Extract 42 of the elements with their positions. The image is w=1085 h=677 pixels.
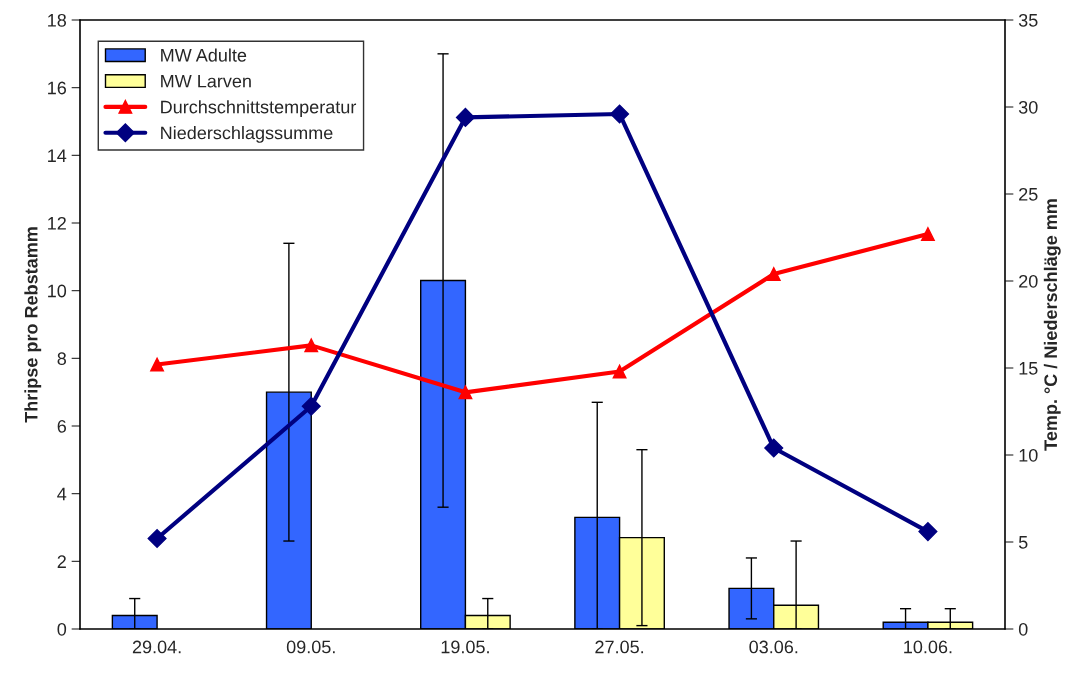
x-tick-label: 19.05. — [441, 640, 489, 654]
y-tick-label: 0 — [57, 622, 67, 636]
x-tick-label: 10.06. — [904, 640, 952, 654]
point — [610, 104, 630, 124]
legend-label: MW Larven — [161, 74, 251, 88]
y-tick-label: 18 — [48, 13, 67, 27]
y-tick-label: 12 — [48, 216, 66, 230]
point — [147, 528, 167, 549]
y-tick-label: 8 — [57, 352, 67, 366]
point — [920, 227, 935, 241]
y2-axis-title: Temp. °C / Niederschläge mm — [1043, 199, 1061, 451]
y2-tick-label: 35 — [1018, 13, 1038, 27]
x-tick-label: 29.04. — [132, 640, 181, 654]
point — [150, 357, 165, 372]
y2-tick-label: 20 — [1019, 274, 1038, 288]
point — [458, 385, 473, 400]
y-tick-label: 2 — [57, 555, 66, 568]
point — [764, 438, 784, 458]
x-tick-label: 03.06. — [749, 640, 798, 654]
point — [455, 107, 475, 127]
point — [612, 364, 627, 379]
y-axis-title: Thripse pro Rebstamm — [24, 227, 42, 423]
legend-label: Durchschnittstemperatur — [161, 100, 357, 117]
x-tick-label: 27.05. — [595, 640, 644, 654]
x-tick-label: 09.05. — [286, 640, 335, 654]
y2-tick-label: 25 — [1019, 187, 1038, 201]
y2-tick-label: 15 — [1019, 362, 1038, 375]
y2-tick-label: 30 — [1018, 100, 1038, 114]
y2-tick-label: 0 — [1018, 622, 1028, 636]
y-tick-label: 16 — [48, 81, 67, 95]
y-tick-label: 14 — [48, 149, 67, 162]
y-tick-label: 6 — [57, 419, 67, 433]
y2-tick-label: 10 — [1019, 448, 1038, 462]
point — [918, 522, 938, 542]
y2-tick-label: 5 — [1018, 536, 1028, 549]
y-tick-label: 10 — [48, 284, 67, 298]
point — [301, 396, 321, 416]
point — [304, 338, 319, 353]
legend-label: MW Adulte — [161, 48, 247, 62]
point — [766, 267, 781, 281]
y-tick-label: 4 — [57, 487, 67, 501]
legend-label: Niederschlagssumme — [161, 126, 333, 143]
